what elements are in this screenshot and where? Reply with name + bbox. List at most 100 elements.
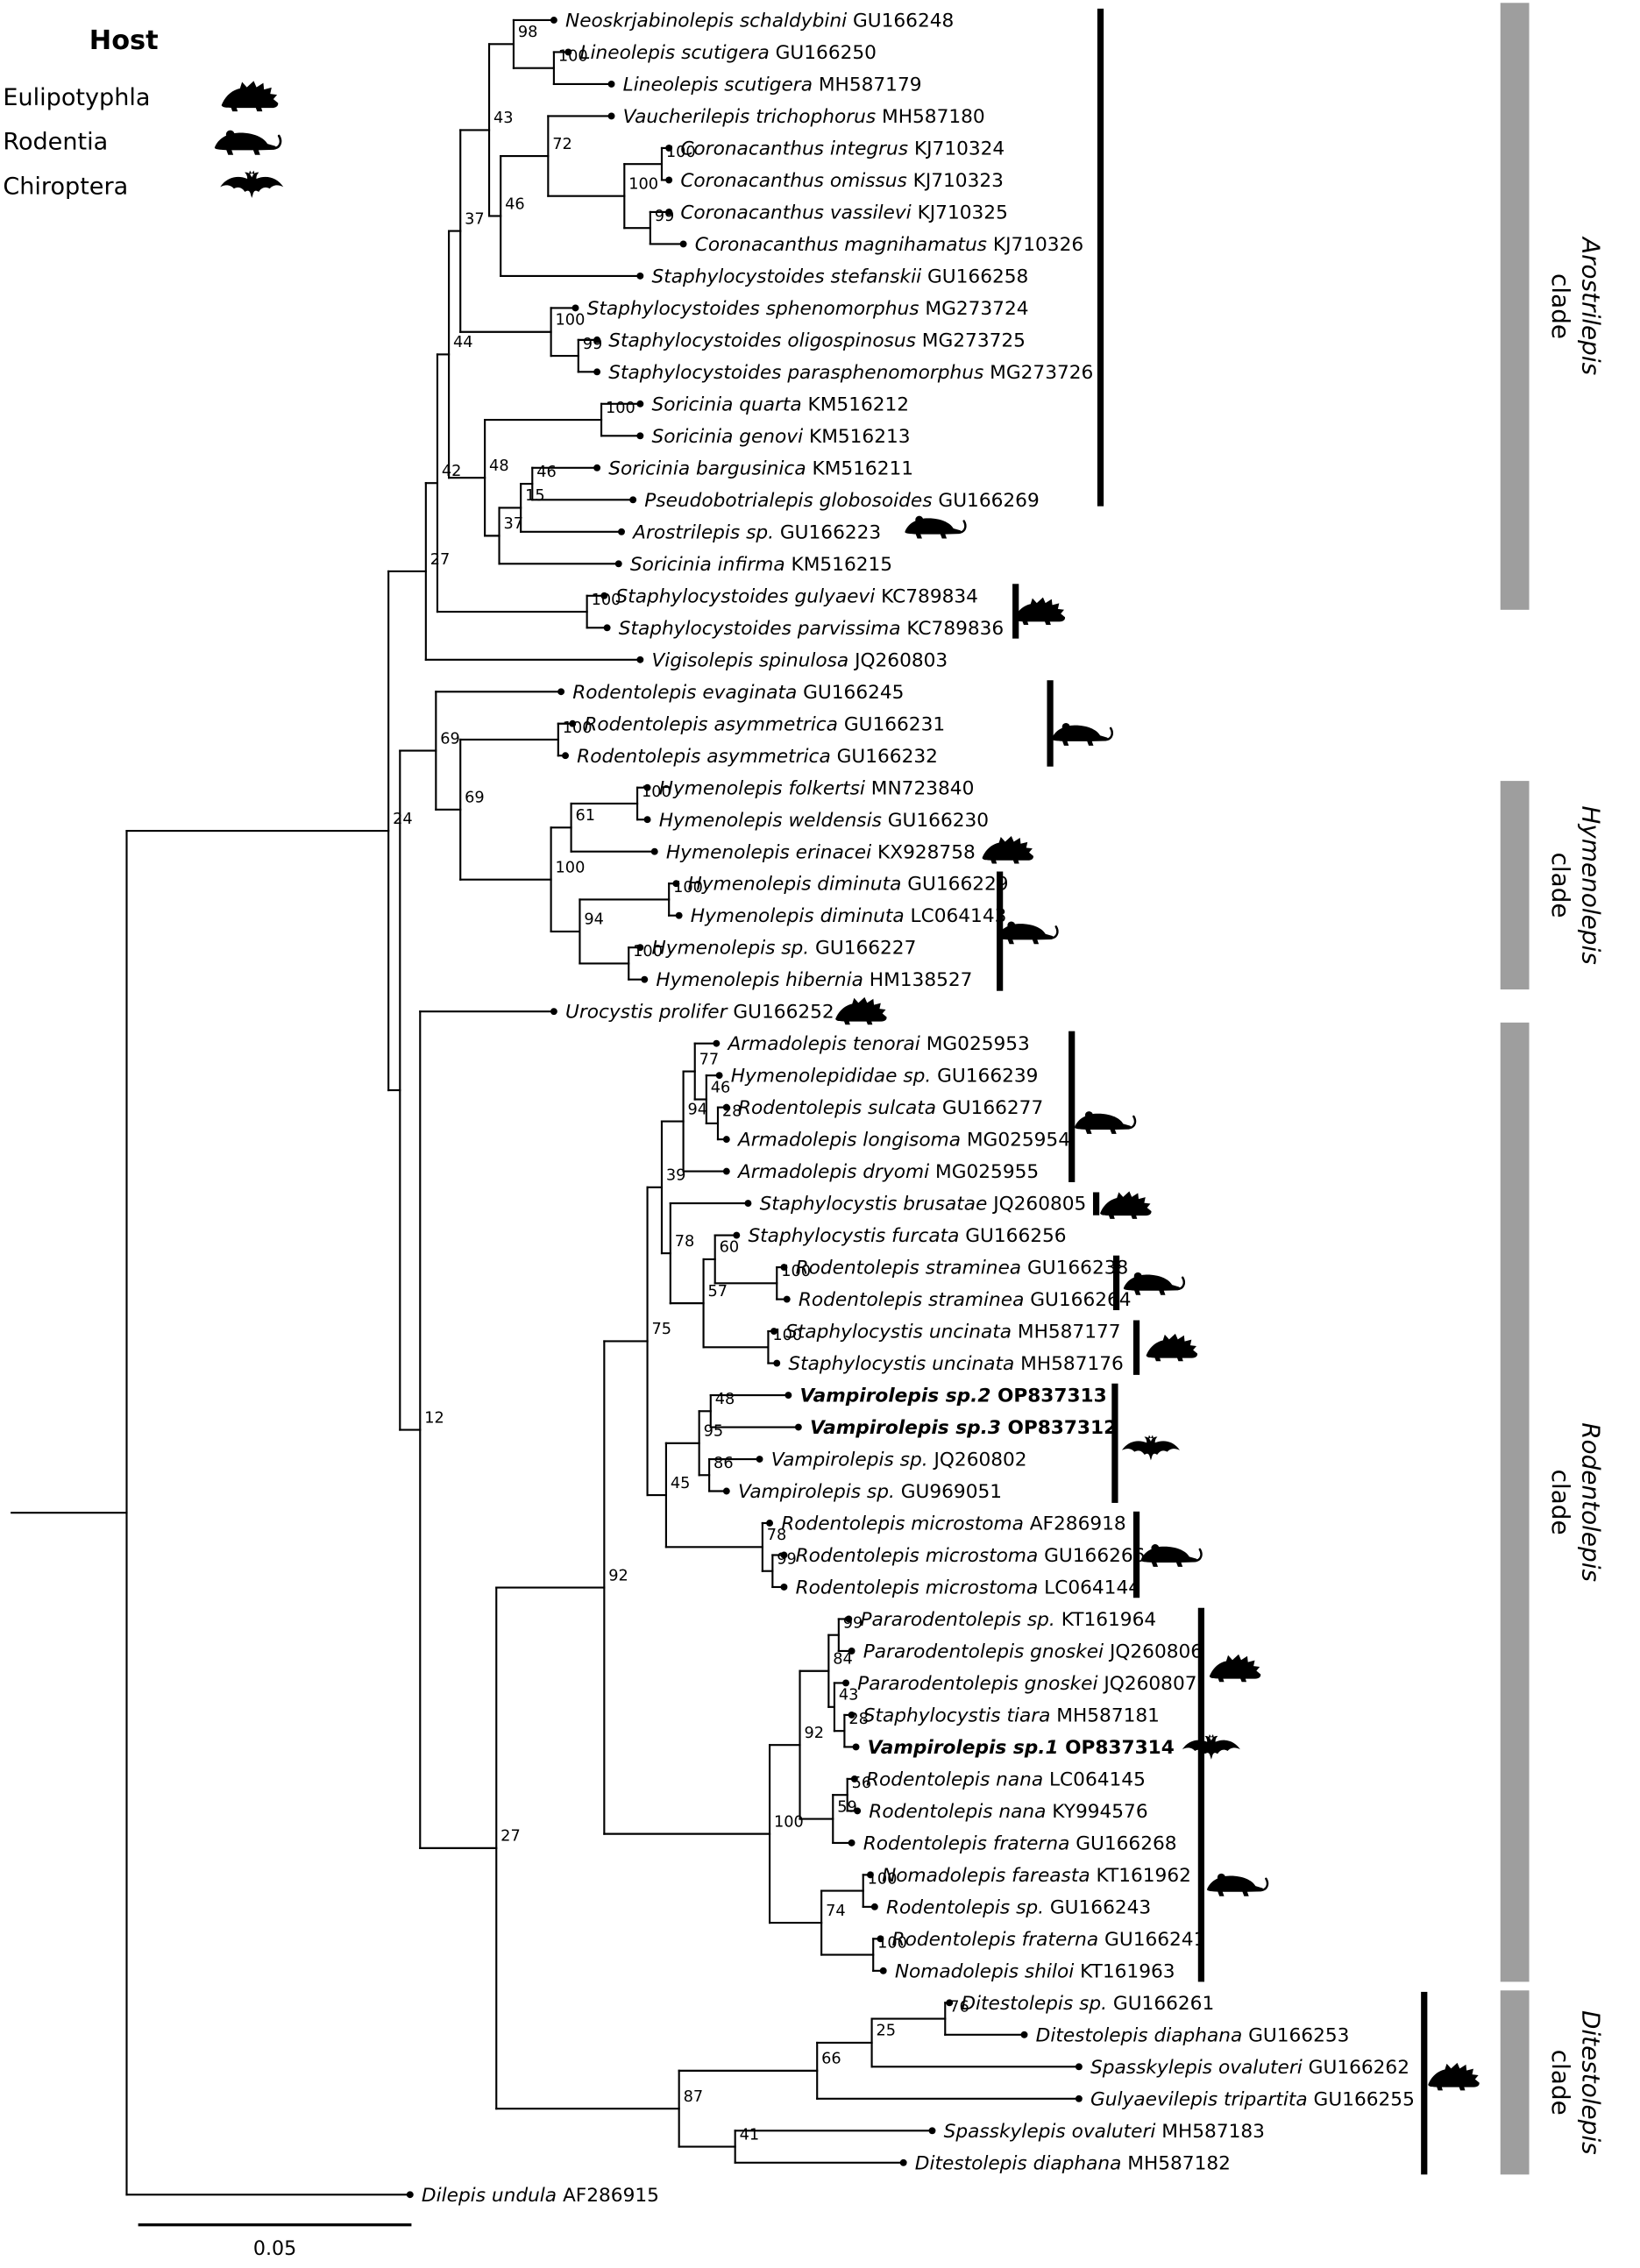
support-value: 48	[715, 1391, 735, 1408]
tip-dot	[618, 528, 625, 535]
tip-dot	[722, 1103, 730, 1111]
support-value: 66	[821, 2051, 841, 2068]
tip-label: Rodentolepis fraterna GU166268	[863, 1832, 1177, 1854]
support-value: 95	[704, 1423, 724, 1441]
hedgehog-icon	[1428, 2062, 1480, 2091]
mouse-icon	[213, 129, 282, 157]
hedgehog-icon	[1013, 597, 1066, 626]
tip-dot	[879, 1967, 887, 1974]
support-value: 94	[584, 911, 604, 929]
tip-dot	[1075, 2063, 1083, 2071]
tip-dot	[852, 1743, 860, 1751]
legend-item-chiroptera: Chiroptera	[3, 174, 128, 201]
support-value: 27	[501, 1828, 521, 1846]
tip-dot	[679, 240, 687, 248]
tip-label: Hymenolepis diminuta GU166229	[688, 874, 1009, 896]
tip-label: Armadolepis longisoma MG025954	[736, 1130, 1070, 1152]
tip-dot	[850, 1775, 858, 1783]
support-value: 46	[711, 1079, 731, 1096]
tip-dot	[713, 1039, 721, 1047]
tip-label: Lineolepis scutigera MH587179	[623, 74, 922, 96]
tip-label: Pararodentolepis gnoskei JQ260807	[857, 1673, 1196, 1695]
tip-label: Staphylocystoides sphenomorphus MG273724	[587, 298, 1029, 320]
tip-dot	[607, 81, 615, 88]
clade-bar	[1197, 1607, 1204, 1982]
tip-dot	[643, 816, 651, 824]
tip-dot	[406, 2191, 414, 2199]
clade-bar	[1111, 1383, 1118, 1503]
tip-dot	[672, 880, 680, 888]
support-value: 15	[525, 487, 545, 505]
support-value: 100	[556, 312, 586, 330]
tip-dot	[641, 975, 649, 983]
support-value: 100	[781, 1263, 811, 1280]
support-value: 74	[826, 1903, 846, 1920]
support-value: 100	[772, 1327, 802, 1344]
support-value: 45	[671, 1475, 691, 1492]
tip-dot	[636, 272, 644, 280]
tip-dot	[870, 1903, 878, 1910]
tip-dot	[636, 656, 644, 663]
tip-dot	[722, 1167, 730, 1175]
tip-dot	[550, 17, 557, 24]
tip-label: Rodentolepis sp. GU166243	[886, 1896, 1151, 1918]
tip-dot	[550, 1008, 557, 1016]
hedgehog-icon	[221, 81, 279, 112]
tip-label: Staphylocystis tiara MH587181	[863, 1705, 1160, 1726]
support-value: 12	[424, 1409, 444, 1427]
clade-bar	[1132, 1511, 1140, 1598]
tip-dot	[675, 911, 683, 919]
tip-label: Vampirolepis sp. JQ260802	[771, 1449, 1027, 1471]
support-value: 86	[714, 1455, 734, 1472]
tip-dot	[842, 1679, 849, 1687]
tip-dot	[899, 2158, 907, 2166]
legend-item-eulipotyphla: Eulipotyphla	[3, 84, 150, 111]
support-value: 94	[688, 1101, 708, 1118]
tip-label: Coronacanthus vassilevi KJ710325	[680, 202, 1008, 223]
tip-label: Arostrilepis sp. GU166223	[631, 521, 881, 543]
tip-dot	[629, 496, 637, 504]
support-value: 43	[839, 1687, 859, 1705]
mouse-icon	[904, 514, 967, 540]
clade-bar	[1047, 680, 1054, 767]
support-value: 100	[556, 859, 586, 876]
tip-label: Soricinia quarta KM516212	[651, 393, 909, 415]
clade-strip-label: Arostrilepisclade	[1546, 236, 1605, 375]
support-value: 39	[666, 1167, 686, 1185]
tip-label: Coronacanthus integrus KJ710324	[680, 138, 1005, 159]
tip-dot	[643, 783, 651, 791]
clade-bar	[1097, 8, 1104, 507]
tip-dot	[780, 1551, 788, 1559]
tip-dot	[866, 1871, 874, 1879]
tip-label: Hymenolepididae sp. GU166239	[731, 1066, 1039, 1088]
support-value: 42	[442, 463, 462, 480]
tip-label: Staphylocystis furcata GU166256	[748, 1225, 1066, 1247]
tip-label: Rodentolepis sulcata GU166277	[738, 1097, 1043, 1119]
tip-label: Armadolepis dryomi MG025955	[736, 1161, 1039, 1183]
tip-label: Rodentolepis microstoma LC064144	[796, 1577, 1140, 1599]
support-value: 43	[493, 110, 514, 127]
tip-label: Vampirolepis sp.2 OP837313	[800, 1386, 1107, 1407]
tip-label: Neoskrjabinolepis schaldybini GU166248	[565, 11, 954, 32]
tip-dot	[665, 176, 673, 184]
clade-strips: Arostrilepisclade Hymenolepisclade Rodento…	[1500, 3, 1605, 2175]
tip-dot	[845, 1615, 853, 1623]
tip-dot	[733, 1231, 741, 1239]
tip-dot	[794, 1423, 802, 1431]
mouse-icon	[1205, 1872, 1269, 1897]
tip-label: Staphylocystoides parasphenomorphus MG27…	[608, 362, 1093, 384]
tip-label: Hymenolepis hibernia HM138527	[656, 969, 972, 991]
clade-bar	[997, 871, 1004, 991]
tip-label: Staphylocystoides gulyaevi KC789834	[615, 585, 977, 607]
clade-bars	[997, 8, 1428, 2175]
tip-label: Vigisolepis spinulosa JQ260803	[651, 649, 948, 671]
tip-label: Soricinia infirma KM516215	[630, 554, 892, 576]
tip-dot	[780, 1264, 788, 1272]
support-value: 75	[651, 1321, 671, 1338]
tip-label: Rodentolepis evaginata GU166245	[572, 682, 904, 704]
tip-label: Staphylocystis uncinata MH587176	[788, 1353, 1123, 1375]
hedgehog-icon	[1100, 1191, 1152, 1219]
tip-dot	[603, 624, 611, 632]
